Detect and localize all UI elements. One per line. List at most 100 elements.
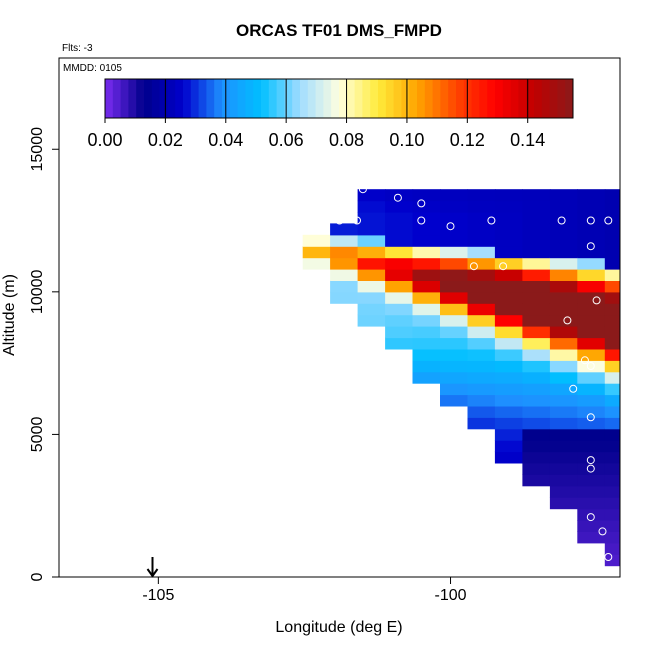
heatmap-cell <box>604 485 620 498</box>
sample-point <box>586 242 595 251</box>
heatmap-cell <box>604 497 620 510</box>
colorbar-strip <box>206 79 215 118</box>
heatmap-cell <box>357 246 386 259</box>
colorbar: MMDD: 0105 0.00 0.02 0.04 0.06 0.08 0.10 0.12 0… <box>62 61 620 168</box>
y-tick-label: 0 <box>29 572 46 581</box>
colorbar-strip <box>112 79 122 118</box>
heatmap-cell <box>522 474 551 487</box>
heatmap-cell <box>440 246 469 259</box>
heatmap-cell <box>330 291 359 304</box>
colorbar-strip <box>385 79 395 118</box>
colorbar-strip <box>339 79 348 118</box>
heatmap-cell <box>467 200 496 213</box>
heatmap-cell <box>467 234 496 247</box>
colorbar-strip <box>120 79 129 118</box>
colorbar-strip <box>214 79 223 118</box>
heatmap-cell <box>549 303 578 316</box>
heatmap-cell <box>412 257 441 270</box>
heatmap-cell <box>412 200 441 213</box>
heatmap-cell <box>412 314 441 327</box>
heatmap-cell <box>604 405 620 418</box>
colorbar-strip <box>105 79 114 118</box>
heatmap-cell <box>577 246 606 259</box>
colorbar-strip <box>159 79 168 118</box>
heatmap-cell <box>522 348 551 361</box>
heatmap-cell <box>467 280 496 293</box>
x-tick-label: -100 <box>435 587 467 604</box>
heatmap-cell <box>604 234 620 247</box>
heatmap-cell <box>440 371 469 384</box>
colorbar-strip <box>518 79 527 118</box>
heatmap-cell <box>577 212 606 224</box>
heatmap-cell <box>494 314 523 327</box>
heatmap-cell <box>494 337 523 350</box>
heatmap-cell <box>577 326 606 339</box>
heatmap-cell <box>604 280 620 293</box>
heatmap-cell <box>577 200 606 213</box>
heatmap-cell <box>604 451 620 464</box>
heatmap-cell <box>357 223 386 236</box>
colorbar-strip <box>198 79 207 118</box>
arrow-head <box>146 568 159 578</box>
colorbar-strip <box>144 79 153 118</box>
heatmap-cell <box>577 348 606 361</box>
sample-point <box>446 222 455 231</box>
heatmap-cell <box>412 303 441 316</box>
heatmap-cell <box>604 394 620 407</box>
heatmap-cell <box>467 348 496 361</box>
heatmap-cell <box>467 212 496 224</box>
colorbar-strip <box>354 79 363 118</box>
heatmap-cell <box>494 280 523 293</box>
heatmap-cell <box>522 223 551 236</box>
heatmap-cell <box>385 326 414 339</box>
heatmap-cell <box>577 291 606 304</box>
heatmap-cell <box>577 189 606 202</box>
heatmap-cell <box>577 451 606 464</box>
heatmap-cell <box>412 269 441 281</box>
heatmap-cell <box>604 542 620 555</box>
heatmap-cell <box>412 223 441 236</box>
sample-point <box>487 216 496 225</box>
colorbar-strip <box>183 79 192 118</box>
heatmap-cell <box>467 303 496 316</box>
colorbar-strip <box>526 79 535 118</box>
heatmap-cell <box>549 462 578 475</box>
colorbar-strip <box>557 79 566 118</box>
sample-point <box>586 362 595 370</box>
heatmap-cell <box>440 394 469 407</box>
heatmap-cell <box>577 269 606 281</box>
heatmap-cell <box>522 337 551 350</box>
colorbar-tick-label: 0.14 <box>510 130 545 150</box>
heatmap-cell <box>440 269 469 281</box>
flights-annotation: Flts: -3 <box>62 43 93 54</box>
colorbar-strip <box>323 79 332 118</box>
heatmap-cell <box>577 371 606 384</box>
heatmap-cell <box>467 257 496 270</box>
colorbar-strip <box>487 79 496 118</box>
date-annotation: MMDD: 0105 <box>63 63 122 74</box>
heatmap-cell <box>549 371 578 384</box>
heatmap-cell <box>330 257 359 270</box>
heatmap-cell <box>604 326 620 339</box>
heatmap-cell <box>577 485 606 498</box>
heatmap-cell <box>467 246 496 259</box>
colorbar-strip <box>261 79 270 118</box>
colorbar-strip <box>276 79 285 118</box>
sample-point <box>592 553 601 561</box>
heatmap-cell <box>412 291 441 304</box>
heatmap-cell <box>385 246 414 259</box>
heatmap-cell <box>604 554 620 567</box>
heatmap-cell <box>577 531 606 544</box>
heatmap-cell <box>522 451 551 464</box>
colorbar-strip <box>479 79 488 118</box>
heatmap-cell <box>522 291 551 304</box>
heatmap-cell <box>494 212 523 224</box>
heatmap-cell <box>522 257 551 270</box>
colorbar-strip <box>292 79 301 118</box>
heatmap-cell <box>577 303 606 316</box>
heatmap-cell <box>549 394 578 407</box>
heatmap-cell <box>604 348 620 361</box>
heatmap-cell <box>549 485 578 498</box>
heatmap-cell <box>522 200 551 213</box>
heatmap-cell <box>604 520 620 532</box>
